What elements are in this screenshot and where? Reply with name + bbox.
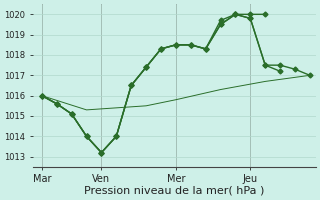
- X-axis label: Pression niveau de la mer( hPa ): Pression niveau de la mer( hPa ): [84, 186, 265, 196]
